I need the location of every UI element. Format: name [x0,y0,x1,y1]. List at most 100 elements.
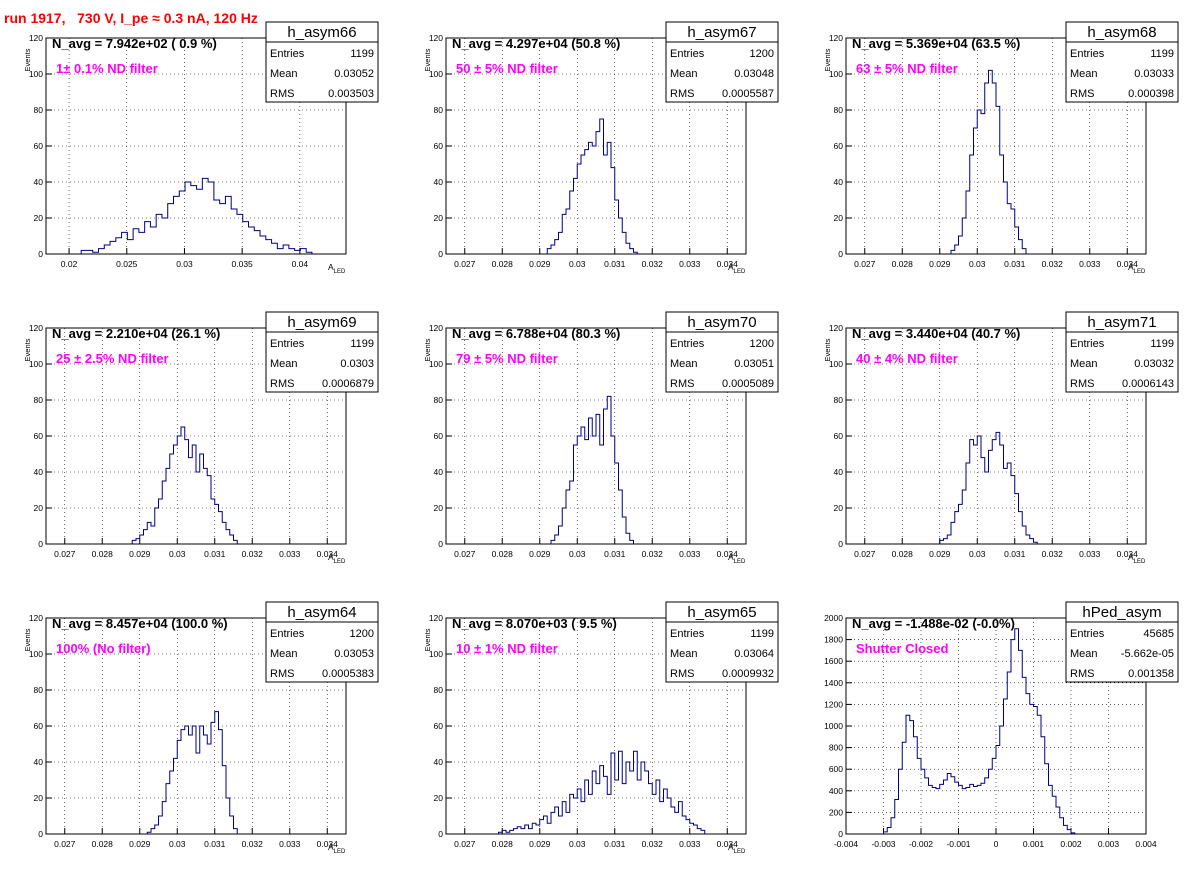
y-tick-label: 100 [429,649,443,659]
x-tick-label: 0.001 [1023,839,1045,849]
x-tick-label: 0.032 [242,839,264,849]
y-tick-label: 100 [29,359,43,369]
navg-annotation: N_avg = 4.297e+04 (50.8 %) [452,36,620,51]
x-axis-title: ALED [1128,262,1146,275]
y-tick-label: 40 [834,467,844,477]
stats-box-title: h_asym65 [687,604,756,621]
y-tick-label: 2000 [824,613,843,623]
stats-value-entries: 1199 [350,48,374,60]
stats-value-entries: 1200 [750,338,774,350]
stats-label-mean: Mean [270,358,298,370]
stats-value-mean: 0.03048 [734,68,774,80]
y-tick-label: 60 [434,721,444,731]
histogram-line [498,750,706,834]
histogram-panel-h_asym69: 0.027 0.028 0.029 0.03 0.031 0.032 0.033 0.034 0… [23,311,379,565]
stats-value-rms: 0.0005587 [722,88,774,100]
x-tick-label: 0.032 [1042,259,1064,269]
x-axis-title: ALED [328,552,346,565]
x-tick-label: 0.035 [232,259,254,269]
y-tick-label: 0 [38,829,43,839]
x-tick-label: 0.028 [92,549,114,559]
stats-box-title: hPed_asym [1082,604,1161,621]
stats-box [665,601,779,683]
x-tick-label: 0.027 [854,259,876,269]
y-tick-label: 0 [38,539,43,549]
stats-label-entries: Entries [670,48,705,60]
x-tick-label: 0.034 [717,549,739,559]
x-tick-label: 0.032 [642,549,664,559]
x-tick-label: 0.032 [1042,549,1064,559]
stats-label-rms: RMS [670,668,694,680]
x-tick-label: 0.02 [61,259,78,269]
stats-value-rms: 0.0006143 [1122,378,1174,390]
x-tick-label: 0.034 [317,839,339,849]
x-tick-label: 0.029 [129,549,151,559]
histogram-line [80,177,313,254]
x-tick-label: 0.032 [642,839,664,849]
y-tick-label: 20 [34,213,44,223]
y-tick-label: 40 [434,757,444,767]
histogram-line [939,431,1038,544]
x-tick-label: 0.03 [969,549,986,559]
y-tick-label: 80 [34,105,44,115]
x-tick-label: 0.003 [1098,839,1120,849]
x-tick-label: 0.034 [717,839,739,849]
x-tick-label: 0.028 [92,839,114,849]
stats-value-rms: 0.0005089 [722,378,774,390]
x-tick-label: 0.033 [679,839,701,849]
x-axis-title: ALED [728,262,746,275]
y-tick-label: 80 [834,105,844,115]
x-axis-title: ALED [328,262,346,275]
histogram-panel-h_asym66: 0.02 0.025 0.03 0.035 0.04 0 20 40 60 80 100 120 Eve… [23,21,379,275]
stats-label-rms: RMS [270,88,294,100]
stats-label-mean: Mean [1070,648,1098,660]
x-tick-label: 0.028 [892,549,914,559]
stats-value-rms: 0.0006879 [322,378,374,390]
y-tick-label: 60 [34,431,44,441]
x-axis-title: ALED [328,842,346,855]
x-tick-label: -0.002 [909,839,933,849]
x-tick-label: 0.033 [279,839,301,849]
y-tick-label: 120 [29,323,43,333]
x-tick-label: -0.003 [871,839,895,849]
stats-value-mean: 0.03052 [334,68,374,80]
y-tick-label: 40 [434,467,444,477]
y-tick-label: 1800 [824,635,843,645]
y-tick-label: 60 [834,141,844,151]
y-tick-label: 60 [34,721,44,731]
x-tick-label: 0.03 [169,549,186,559]
stats-label-entries: Entries [1070,48,1105,60]
navg-annotation: N_avg = 3.440e+04 (40.7 %) [852,326,1020,341]
y-tick-label: 80 [434,105,444,115]
stats-value-entries: 1199 [1150,48,1174,60]
stats-label-mean: Mean [1070,358,1098,370]
x-tick-label: 0.032 [242,549,264,559]
x-tick-label: 0.028 [492,549,514,559]
x-tick-label: 0.027 [454,839,476,849]
stats-label-mean: Mean [1070,68,1098,80]
histogram-panel-h_asym71: 0.027 0.028 0.029 0.03 0.031 0.032 0.033 0.034 0… [823,311,1179,565]
stats-value-entries: 1199 [350,338,374,350]
stats-value-entries: 45685 [1143,628,1174,640]
y-tick-label: 20 [434,213,444,223]
stats-box-title: h_asym69 [287,314,356,331]
stats-label-rms: RMS [1070,378,1094,390]
stats-label-mean: Mean [270,648,298,660]
stats-box [265,21,379,103]
histogram-line [950,69,1027,254]
x-tick-label: 0.033 [1079,549,1101,559]
y-tick-label: 40 [34,177,44,187]
y-tick-label: 120 [829,33,843,43]
x-tick-label: -0.001 [946,839,970,849]
y-tick-label: 120 [29,33,43,43]
filter-annotation: 50 ± 5% ND filter [456,61,558,76]
y-tick-label: 100 [429,69,443,79]
y-tick-label: 100 [829,69,843,79]
x-tick-label: 0.033 [679,259,701,269]
stats-label-rms: RMS [670,378,694,390]
y-tick-label: 1600 [824,656,843,666]
histogram-line [550,395,634,544]
x-tick-label: 0.029 [129,839,151,849]
stats-value-mean: 0.03032 [1134,358,1174,370]
y-axis-title: Events [23,338,32,361]
